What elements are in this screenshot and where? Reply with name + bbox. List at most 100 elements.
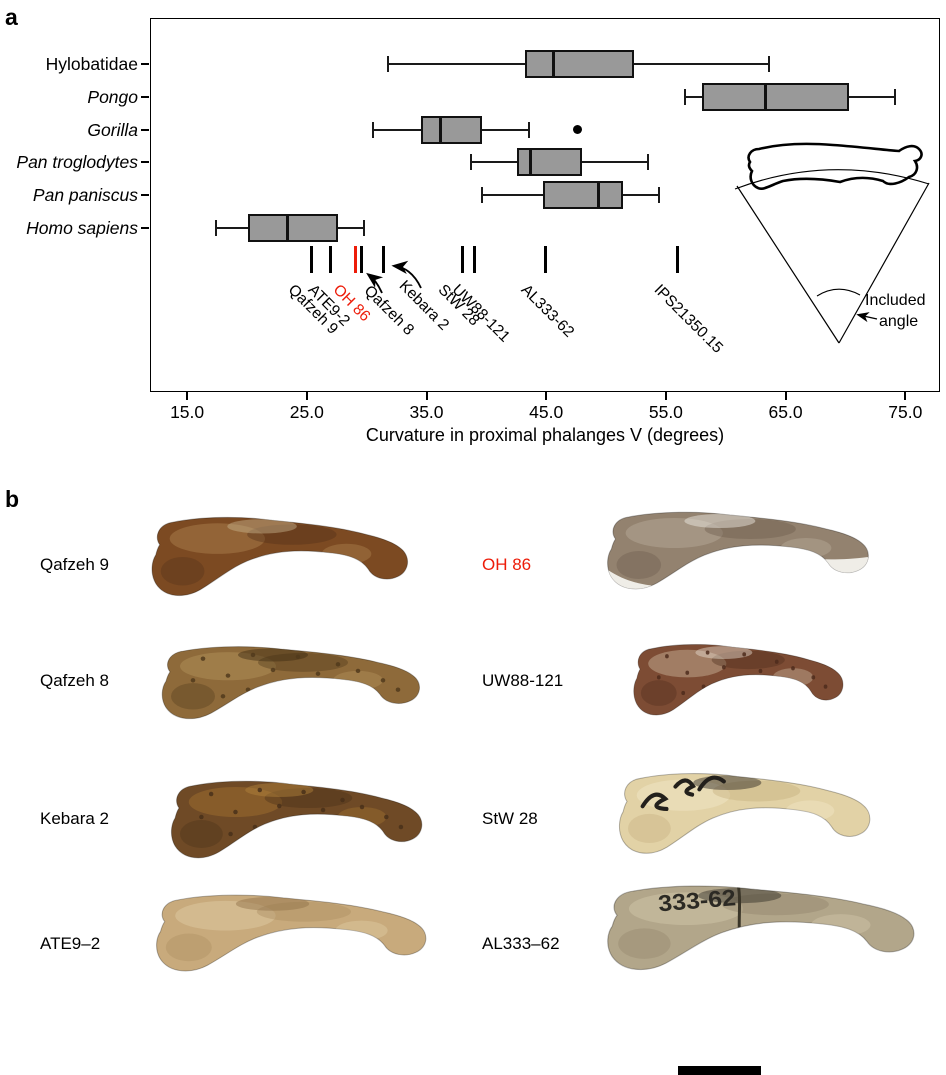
whisker-cap-max [528,121,531,138]
whisker-cap-max [646,154,649,171]
fossil-tick-qafzeh-9 [310,246,314,273]
category-label: Gorilla [87,119,138,140]
angle-pointer-arrow [856,312,878,323]
whisker-left [372,128,421,131]
fossil-label: AL333-62 [517,281,578,341]
x-axis-tick [186,392,189,400]
whisker-cap-max [363,220,366,236]
scale-bar [678,1066,761,1075]
panel-a-letter: a [5,4,18,30]
whisker-right [622,194,659,197]
category-label: Pan paniscus [32,185,138,206]
specimen-label-oh-86: OH 86 [482,555,532,574]
fossil-tick-kebara-2 [381,246,385,273]
x-axis-tick [545,392,548,400]
bone-photo-uw88-121 [633,644,844,716]
x-tick-label: 75.0 [888,402,923,422]
whisker-cap-min [371,121,374,138]
whisker-left [481,194,543,197]
whisker-left [215,227,249,229]
median-line [286,214,290,242]
whisker-cap-min [469,154,472,171]
whisker-left [685,95,702,98]
bone-photo-kebara-2 [170,780,423,859]
bone-ink-label: 333-62 [657,885,737,917]
fossil-tick-ips21350-15 [676,246,680,273]
whisker-right [849,95,895,98]
median-line [529,148,533,177]
boxplot-box [248,214,338,242]
y-axis-tick [141,128,149,131]
category-label: Homo sapiens [26,218,138,238]
specimen-label-al333-62: AL333–62 [482,934,560,953]
outlier-point [572,125,582,135]
x-axis-tick [664,392,667,400]
bone-photo-ate9-2 [156,894,427,972]
whisker-cap-min [684,88,687,105]
whisker-cap-max [767,56,770,72]
whisker-cap-min [214,220,217,236]
y-axis-tick [141,227,149,229]
included-angle-inset: Included angle [734,142,930,344]
phalanx-outline [747,142,923,190]
boxplot-box [517,148,583,177]
whisker-cap-min [387,56,390,72]
x-axis-tick [305,392,308,400]
panel-b-letter: b [5,486,20,512]
boxplot-box [542,181,623,210]
median-line [597,181,601,210]
x-tick-label: 65.0 [768,402,803,422]
boxplot-box [701,82,850,111]
panel-b-specimens: b Qafzeh 9 OH 86 Qafzeh 8 UW88-121 Kebara 2 S… [0,460,946,1075]
y-axis-tick [141,95,149,98]
specimen-label-uw88-121: UW88-121 [482,671,564,690]
x-tick-label: 55.0 [648,402,683,422]
bone-photo-qafzeh-9 [151,516,408,596]
whisker-right [481,128,530,131]
whisker-cap-max [657,187,660,204]
fossil-tick-uw88-121 [472,246,476,273]
whisker-left [388,63,525,65]
whisker-cap-min [480,187,483,204]
inset-caption-line1: Included [865,292,926,309]
specimen-label-stw-28: StW 28 [482,809,538,828]
specimen-label-ate9-2: ATE9–2 [40,934,101,953]
y-axis-tick [141,194,149,197]
x-axis-tick [784,392,787,400]
specimen-label-qafzeh-8: Qafzeh 8 [40,671,109,690]
bone-photo-qafzeh-8 [161,646,420,720]
whisker-right [337,227,365,229]
angle-arc [816,288,861,297]
x-tick-label: 45.0 [529,402,564,422]
fossil-tick-al333-62 [543,246,547,273]
specimen-label-kebara-2: Kebara 2 [40,809,109,828]
fossil-tick-stw-28 [460,246,464,273]
panel-a-boxplot: a Hylobatidae Pongo Gorilla Pan troglodytes… [0,0,946,460]
bone-photo-al333-62: 333-62 [607,885,915,971]
category-label: Pan troglodytes [16,152,138,173]
x-axis-title: Curvature in proximal phalanges V (degre… [365,425,725,445]
whisker-left [470,161,518,164]
boxplot-box [420,115,482,144]
y-axis-tick [141,63,149,65]
fossil-tick-qafzeh-8 [360,246,364,273]
inset-caption-line2: angle [879,313,918,330]
category-label: Hylobatidae [45,54,138,74]
y-axis-tick [141,161,149,164]
fossil-tick-ate9-2 [329,246,333,273]
boxplot-box [524,50,634,78]
x-axis-tick [425,392,428,400]
bone-photo-stw-28 [618,773,871,854]
category-label: Pongo [87,86,138,107]
bone-photo-oh-86 [607,511,869,590]
median-line [439,115,443,144]
whisker-right [633,63,769,65]
x-tick-label: 35.0 [409,402,444,422]
x-axis-tick [904,392,907,400]
x-tick-label: 15.0 [170,402,205,422]
chord-line [734,169,930,190]
boxplot-canvas: Hylobatidae Pongo Gorilla Pan troglodytes Pa… [0,0,946,460]
median-line [551,50,555,78]
median-line [763,82,767,111]
